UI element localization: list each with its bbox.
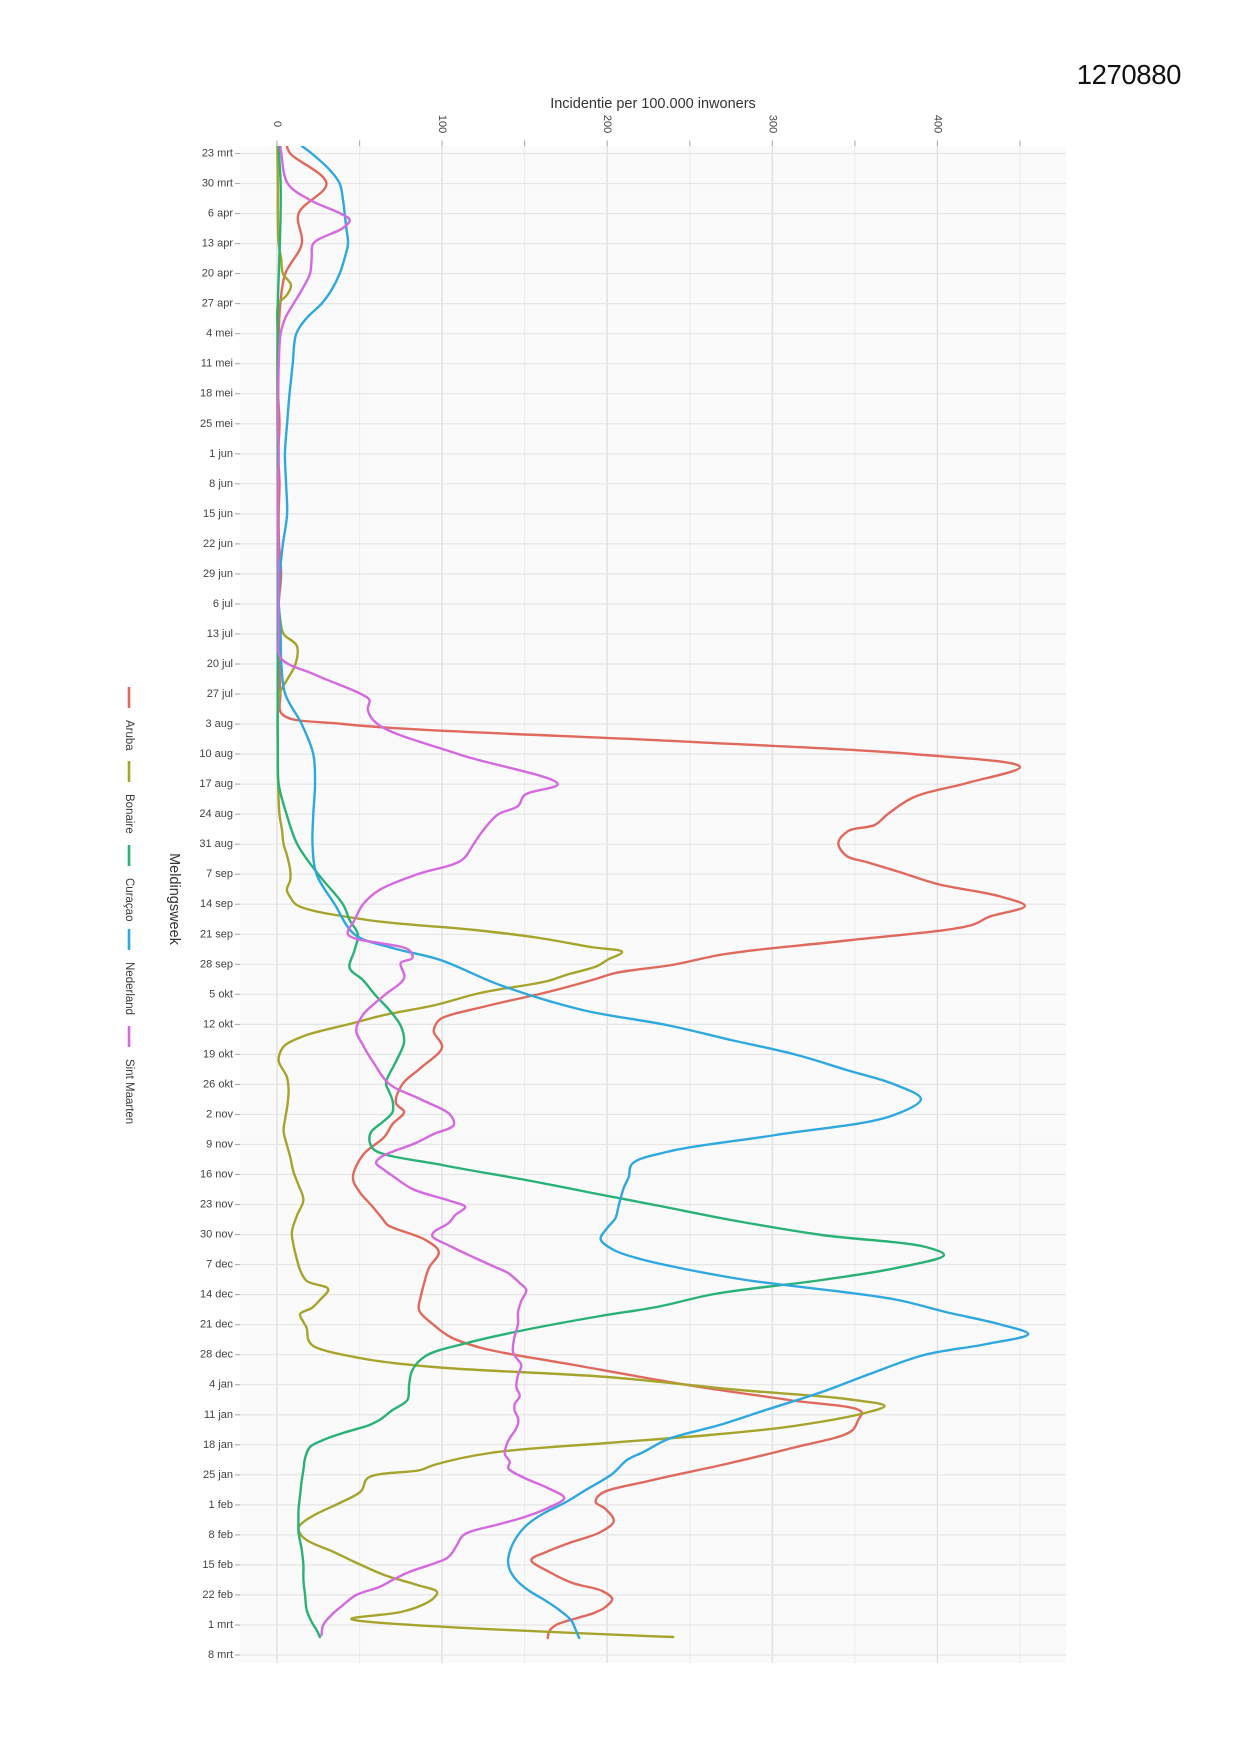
svg-text:100: 100	[436, 115, 448, 133]
svg-text:Bonaire: Bonaire	[123, 794, 135, 834]
svg-text:17 aug: 17 aug	[199, 778, 233, 790]
svg-text:31 aug: 31 aug	[199, 838, 233, 850]
svg-text:23 nov: 23 nov	[200, 1199, 234, 1211]
svg-text:12 okt: 12 okt	[203, 1018, 233, 1030]
svg-text:4 jan: 4 jan	[209, 1379, 233, 1391]
svg-text:16 nov: 16 nov	[200, 1169, 234, 1181]
svg-text:18 jan: 18 jan	[203, 1439, 233, 1451]
svg-text:30 nov: 30 nov	[200, 1229, 234, 1241]
svg-text:25 jan: 25 jan	[203, 1469, 233, 1481]
svg-text:25 mei: 25 mei	[200, 418, 233, 430]
svg-text:21 sep: 21 sep	[200, 928, 233, 940]
svg-text:2 nov: 2 nov	[206, 1109, 233, 1121]
svg-text:19 okt: 19 okt	[203, 1048, 233, 1060]
svg-text:13 apr: 13 apr	[202, 238, 234, 250]
svg-text:29 jun: 29 jun	[203, 568, 233, 580]
svg-text:9 nov: 9 nov	[206, 1139, 233, 1151]
svg-text:15 jun: 15 jun	[203, 508, 233, 520]
svg-text:27 jul: 27 jul	[207, 688, 233, 700]
svg-text:1 mrt: 1 mrt	[208, 1619, 233, 1631]
svg-text:20 jul: 20 jul	[207, 658, 233, 670]
svg-text:15 feb: 15 feb	[202, 1559, 233, 1571]
svg-text:11 mei: 11 mei	[201, 358, 233, 370]
svg-text:27 apr: 27 apr	[202, 298, 234, 310]
svg-text:14 dec: 14 dec	[200, 1289, 234, 1301]
svg-text:Sint Maarten: Sint Maarten	[123, 1059, 135, 1124]
svg-text:22 jun: 22 jun	[203, 538, 233, 550]
svg-text:Curaçao: Curaçao	[123, 878, 135, 921]
svg-text:200: 200	[601, 115, 613, 133]
svg-text:23 mrt: 23 mrt	[202, 148, 233, 160]
svg-text:30 mrt: 30 mrt	[202, 178, 233, 190]
svg-text:20 apr: 20 apr	[202, 268, 234, 280]
svg-text:300: 300	[766, 115, 778, 133]
svg-text:Meldingsweek: Meldingsweek	[166, 853, 182, 946]
svg-text:7 sep: 7 sep	[206, 868, 233, 880]
svg-text:18 mei: 18 mei	[200, 388, 233, 400]
svg-text:8 feb: 8 feb	[209, 1529, 233, 1541]
svg-text:8 jun: 8 jun	[209, 478, 233, 490]
svg-text:11 jan: 11 jan	[204, 1409, 233, 1421]
svg-text:6 jul: 6 jul	[213, 598, 233, 610]
svg-text:21 dec: 21 dec	[200, 1319, 234, 1331]
svg-text:13 jul: 13 jul	[207, 628, 233, 640]
svg-text:1 jun: 1 jun	[209, 448, 233, 460]
svg-text:Nederland: Nederland	[123, 962, 135, 1015]
svg-text:1270880: 1270880	[1077, 59, 1181, 90]
svg-text:22 feb: 22 feb	[202, 1589, 233, 1601]
svg-text:0: 0	[271, 121, 283, 127]
svg-text:8 mrt: 8 mrt	[208, 1649, 233, 1661]
svg-text:10 aug: 10 aug	[199, 748, 233, 760]
svg-text:6 apr: 6 apr	[208, 208, 233, 220]
svg-text:28 sep: 28 sep	[200, 958, 233, 970]
svg-text:24 aug: 24 aug	[199, 808, 233, 820]
svg-text:3 aug: 3 aug	[205, 718, 233, 730]
svg-text:Aruba: Aruba	[123, 720, 135, 751]
svg-text:7 dec: 7 dec	[206, 1259, 233, 1271]
svg-text:Incidentie per 100.000 inwoner: Incidentie per 100.000 inwoners	[550, 96, 756, 112]
svg-text:26 okt: 26 okt	[203, 1078, 233, 1090]
svg-text:28 dec: 28 dec	[200, 1349, 234, 1361]
svg-text:400: 400	[931, 115, 943, 133]
svg-text:1 feb: 1 feb	[209, 1499, 233, 1511]
svg-text:5 okt: 5 okt	[209, 988, 233, 1000]
svg-text:14 sep: 14 sep	[200, 898, 233, 910]
svg-text:4 mei: 4 mei	[206, 328, 233, 340]
